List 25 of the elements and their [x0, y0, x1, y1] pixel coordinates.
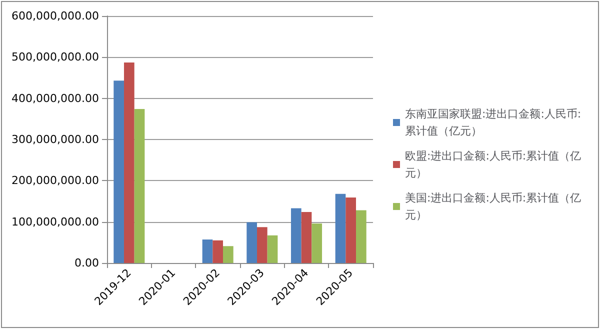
- y-tick-label: 500,000,000.00: [12, 50, 99, 64]
- bar: [124, 62, 134, 263]
- legend-label: 东南亚国家联盟:进出口金额:人民币:累计值（亿元）: [405, 108, 582, 138]
- y-tick-label: 400,000,000.00: [12, 92, 99, 105]
- y-tick-label: 600,000,000.00: [12, 10, 99, 22]
- bar: [212, 240, 224, 263]
- y-tick-label: 0.00: [74, 256, 99, 270]
- bar: [134, 109, 145, 263]
- bar: [267, 235, 278, 263]
- bar: [256, 227, 268, 263]
- legend-label: 美国:进出口金额:人民币:累计值（亿元）: [405, 192, 582, 222]
- bar: [312, 223, 322, 263]
- y-tick-label: 200,000,000.00: [12, 174, 99, 188]
- y-tick-label: 100,000,000.00: [12, 215, 99, 228]
- bar: [301, 212, 312, 263]
- bar: [246, 222, 257, 263]
- bar: [356, 210, 366, 263]
- bar: [223, 246, 234, 263]
- bar: [202, 240, 213, 263]
- bar: [114, 80, 124, 263]
- bar: [335, 194, 346, 263]
- bar: [290, 208, 302, 263]
- legend-label: 欧盟:进出口金额:人民币:累计值（亿元）: [405, 150, 582, 180]
- bar: [346, 198, 356, 263]
- y-tick-label: 300,000,000.00: [12, 133, 99, 146]
